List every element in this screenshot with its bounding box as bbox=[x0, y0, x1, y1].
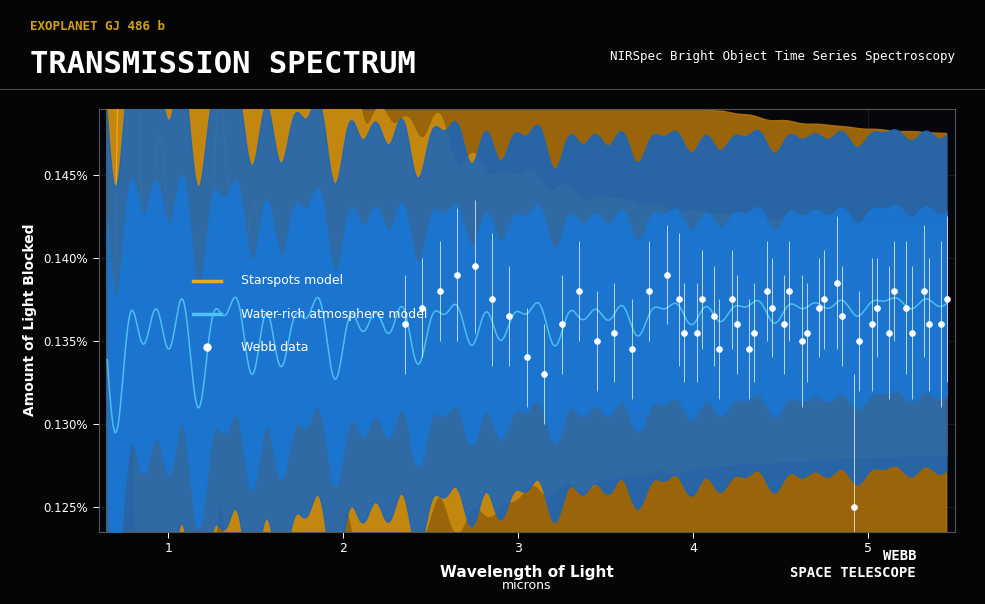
Text: Webb data: Webb data bbox=[241, 341, 309, 354]
Text: TRANSMISSION SPECTRUM: TRANSMISSION SPECTRUM bbox=[30, 50, 416, 79]
Point bbox=[882, 328, 897, 338]
Point bbox=[397, 320, 413, 329]
Point bbox=[671, 295, 687, 304]
Point bbox=[921, 320, 937, 329]
Point bbox=[828, 278, 844, 288]
Text: Starspots model: Starspots model bbox=[241, 274, 344, 288]
Point bbox=[747, 328, 762, 338]
Point bbox=[659, 270, 675, 280]
Text: NIRSpec Bright Object Time Series Spectroscopy: NIRSpec Bright Object Time Series Spectr… bbox=[611, 50, 955, 63]
Point bbox=[741, 344, 756, 354]
Point bbox=[689, 328, 704, 338]
Point bbox=[449, 270, 465, 280]
Text: Water-rich atmosphere model: Water-rich atmosphere model bbox=[241, 307, 427, 321]
Point bbox=[677, 328, 692, 338]
Point bbox=[758, 286, 774, 296]
Point bbox=[414, 303, 429, 312]
Text: Wavelength of Light: Wavelength of Light bbox=[440, 565, 614, 580]
Point bbox=[764, 303, 780, 312]
Point bbox=[729, 320, 745, 329]
Text: microns: microns bbox=[502, 579, 552, 592]
Point bbox=[706, 311, 722, 321]
Point bbox=[864, 320, 880, 329]
Y-axis label: Amount of Light Blocked: Amount of Light Blocked bbox=[23, 224, 36, 416]
Point bbox=[916, 286, 932, 296]
Point bbox=[571, 286, 587, 296]
Point bbox=[812, 303, 827, 312]
Point bbox=[846, 502, 862, 512]
Point bbox=[934, 320, 950, 329]
Point bbox=[799, 328, 815, 338]
Point bbox=[904, 328, 920, 338]
Point bbox=[939, 295, 954, 304]
Point bbox=[467, 262, 483, 271]
Point bbox=[711, 344, 727, 354]
Point bbox=[484, 295, 499, 304]
Point bbox=[817, 295, 832, 304]
Point bbox=[431, 286, 447, 296]
Point bbox=[501, 311, 517, 321]
Point bbox=[886, 286, 902, 296]
Point bbox=[781, 286, 797, 296]
Point bbox=[794, 336, 810, 345]
Point bbox=[537, 369, 553, 379]
Point bbox=[199, 342, 215, 352]
Point bbox=[724, 295, 740, 304]
Text: EXOPLANET GJ 486 b: EXOPLANET GJ 486 b bbox=[30, 20, 164, 33]
Point bbox=[851, 336, 867, 345]
Point bbox=[519, 353, 535, 362]
Text: WEBB
SPACE TELESCOPE: WEBB SPACE TELESCOPE bbox=[790, 548, 916, 580]
Point bbox=[694, 295, 710, 304]
Point bbox=[555, 320, 570, 329]
Point bbox=[898, 303, 914, 312]
Point bbox=[641, 286, 657, 296]
Point bbox=[607, 328, 623, 338]
Point bbox=[776, 320, 792, 329]
Point bbox=[834, 311, 850, 321]
Point bbox=[624, 344, 640, 354]
Point bbox=[589, 336, 605, 345]
Point bbox=[869, 303, 885, 312]
